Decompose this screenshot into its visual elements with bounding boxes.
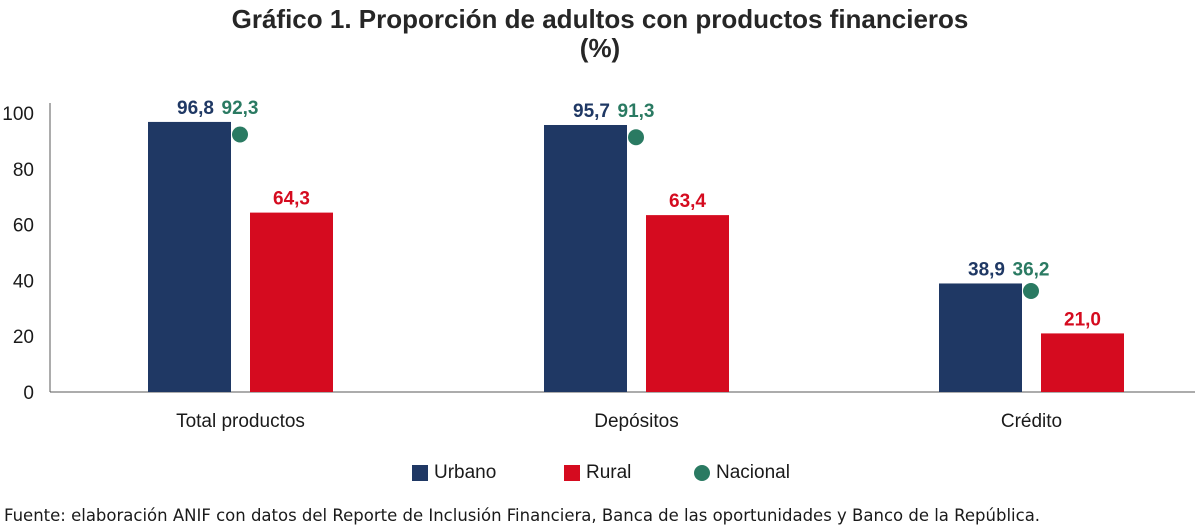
marker-nacional <box>628 129 644 146</box>
legend-item-nacional: Nacional <box>694 460 790 486</box>
y-tick-label: 60 <box>13 216 34 237</box>
y-tick-label: 80 <box>13 160 34 181</box>
data-label-nacional: 36,2 <box>1013 259 1050 280</box>
data-label-urbano: 38,9 <box>968 259 1005 280</box>
legend-label-urbano: Urbano <box>434 462 497 483</box>
data-label-rural: 21,0 <box>1064 309 1101 330</box>
data-label-rural: 63,4 <box>669 191 706 212</box>
legend-swatch-urbano <box>412 465 428 481</box>
legend-item-urbano: Urbano <box>412 460 496 486</box>
data-label-nacional: 91,3 <box>618 101 655 122</box>
bar-urbano <box>148 121 231 392</box>
chart-source-note: Fuente: elaboración ANIF con datos del R… <box>4 506 1041 525</box>
bar-urbano <box>939 283 1022 392</box>
marker-nacional <box>232 126 248 143</box>
chart-title: Gráfico 1. Proporción de adultos con pro… <box>231 4 969 34</box>
x-category-label: Depósitos <box>594 411 679 432</box>
data-label-urbano: 95,7 <box>573 101 610 122</box>
bar-rural <box>1041 333 1124 392</box>
x-category-label: Crédito <box>1001 411 1062 432</box>
y-tick-label: 20 <box>13 327 34 348</box>
chart-subtitle: (%) <box>579 33 621 63</box>
y-tick-label: 40 <box>13 271 34 292</box>
data-label-rural: 64,3 <box>273 189 310 210</box>
legend-marker-nacional <box>694 465 710 481</box>
legend-label-rural: Rural <box>586 462 632 483</box>
data-label-urbano: 96,8 <box>177 98 214 119</box>
data-label-nacional: 92,3 <box>222 98 259 119</box>
marker-nacional <box>1023 283 1039 300</box>
bar-rural <box>646 215 729 392</box>
x-category-label: Total productos <box>176 411 305 432</box>
bar-rural <box>250 212 333 392</box>
legend-label-nacional: Nacional <box>716 462 790 483</box>
legend-item-rural: Rural <box>564 460 631 486</box>
y-tick-label: 100 <box>2 104 34 125</box>
legend-swatch-rural <box>564 465 580 481</box>
chart-legend: Urbano Rural Nacional <box>0 460 1200 486</box>
y-tick-label: 0 <box>23 383 34 404</box>
bar-urbano <box>544 124 627 392</box>
